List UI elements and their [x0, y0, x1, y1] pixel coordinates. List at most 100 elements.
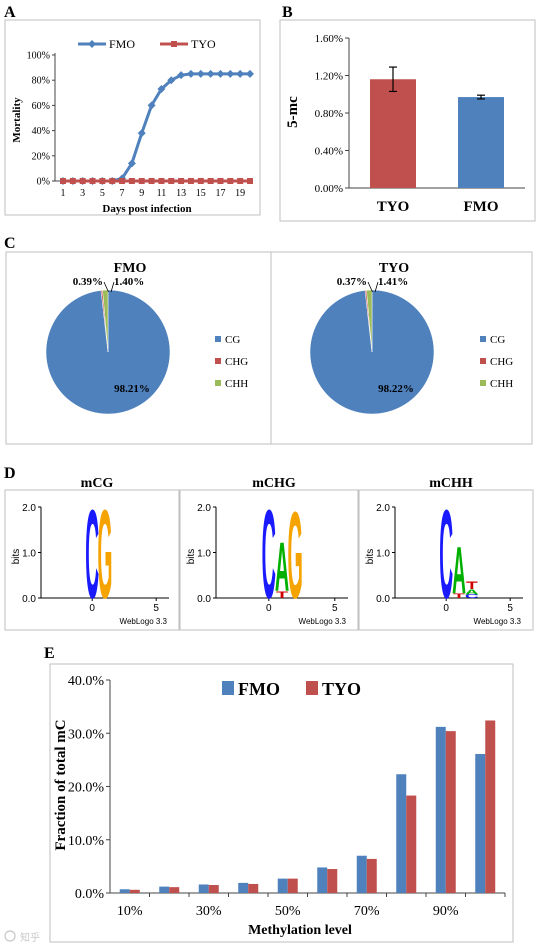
panel-label-b: B	[282, 4, 293, 21]
panel-d-logo-letter-c: C	[465, 593, 479, 599]
panel-e-bar-tyo	[208, 885, 219, 893]
panel-c-legend-label: CHH	[490, 378, 513, 390]
panel-e-bar-tyo	[287, 878, 298, 893]
panel-d-y-tick-label: 2.0	[22, 503, 36, 514]
panel-e-methylation-chart: FMO TYO 0.0% 10.0% 20.0% 30.0% 40.0% 10% 30% 50%…	[49, 663, 514, 943]
panel-a-x-tick-label: 1	[61, 188, 66, 199]
watermark-logo: 知乎	[4, 930, 40, 944]
panel-a-x-tick-label: 11	[157, 188, 167, 199]
panel-c-slice-label: 1.40%	[114, 276, 144, 288]
panel-e-legend-label: TYO	[322, 679, 361, 699]
panel-a-point-fmo	[196, 69, 205, 78]
panel-c-slice-label: 0.37%	[337, 276, 367, 288]
panel-c-frame	[5, 251, 533, 445]
panel-e-bar-fmo	[356, 855, 367, 893]
panel-d-credit: WebLogo 3.3	[474, 617, 522, 626]
panel-b-y-tick-label: 0.40%	[315, 146, 343, 158]
panel-a-y-tick-label: 80%	[32, 76, 50, 87]
panel-d-y-tick-label: 2.0	[197, 503, 211, 514]
panel-d-x-tick-label: 5	[507, 603, 513, 614]
panel-b-y-tick-label: 1.20%	[315, 71, 343, 83]
panel-a-series-line-fmo	[63, 72, 250, 183]
panel-d-logo-title: mCG	[81, 476, 114, 491]
panel-a-point-tyo	[119, 178, 126, 184]
panel-c-leader-line	[367, 281, 373, 293]
panel-d-credit: WebLogo 3.3	[299, 617, 347, 626]
panel-a-point-tyo	[138, 178, 145, 184]
panel-b-bar-fmo	[458, 97, 504, 188]
panel-a-y-tick-label: 0%	[37, 177, 50, 188]
panel-label-e: E	[44, 645, 55, 662]
panel-c-legend-swatch	[480, 380, 486, 386]
panel-a-point-tyo	[158, 178, 165, 184]
panel-a-point-tyo	[148, 178, 155, 184]
panel-c-legend-swatch	[480, 358, 486, 364]
panel-a-point-tyo	[187, 178, 194, 184]
panel-d-logo-letter-t: T	[276, 590, 289, 600]
panel-a-point-fmo	[216, 69, 225, 78]
panel-c-slice-label: 0.39%	[73, 276, 103, 288]
panel-a-x-tick-label: 13	[176, 188, 186, 199]
panel-e-bar-fmo	[277, 878, 288, 893]
panel-e-legend-swatch	[222, 681, 234, 695]
panel-c-legend-label: CG	[225, 334, 240, 346]
panel-a-point-fmo	[147, 101, 156, 110]
panel-e-bar-tyo	[327, 869, 338, 893]
panel-e-x-tick-label: 10%	[117, 904, 143, 919]
panel-e-y-tick-label: 10.0%	[68, 834, 105, 849]
panel-e-bar-tyo	[248, 883, 259, 893]
panel-d-x-tick-label: 0	[266, 603, 272, 614]
panel-d-logo-letter-t: T	[466, 580, 478, 592]
panel-a-point-tyo	[99, 178, 106, 184]
panel-a-point-tyo	[79, 178, 86, 184]
panel-e-bars	[119, 720, 496, 893]
panel-a-y-tick-label: 100%	[27, 51, 50, 62]
panel-a-xlabel: Days post infection	[102, 203, 191, 215]
panel-a-legend-label: FMO	[109, 37, 135, 51]
panel-e-ylabel: Fraction of total mC	[53, 719, 69, 850]
panel-c-pie-charts: FMO 98.21% 0.39% 1.40% CG CHG CHH TYO 98.22% 0.37…	[5, 251, 533, 445]
panel-a-x-tick-label: 15	[196, 188, 206, 199]
panel-a-point-tyo	[128, 178, 135, 184]
panel-e-bar-fmo	[198, 884, 209, 893]
panel-c-legend-label: CHG	[225, 356, 248, 368]
panel-d-y-tick-label: 1.0	[197, 549, 211, 560]
panel-a-point-fmo	[206, 69, 215, 78]
panel-e-bar-fmo	[159, 886, 170, 893]
panel-d-y-tick-label: 1.0	[376, 549, 390, 560]
panel-d-ylabel: bits	[365, 549, 376, 565]
panel-b-ylabel: 5-mc	[285, 96, 301, 128]
panel-label-d: D	[4, 465, 16, 482]
panel-e-bar-tyo	[366, 858, 377, 893]
panel-c-pie-title: TYO	[379, 261, 409, 276]
panel-a-point-tyo	[89, 178, 96, 184]
panel-c-leader-line	[374, 281, 379, 293]
panel-c-slice-label: 1.41%	[378, 276, 408, 288]
panel-d-ylabel: bits	[186, 549, 197, 565]
panel-a-point-tyo	[197, 178, 204, 184]
panel-a-point-tyo	[247, 178, 253, 184]
panel-a-x-tick-label: 17	[215, 188, 225, 199]
panel-a-x-tick-label: 5	[100, 188, 105, 199]
panel-a-point-tyo	[168, 178, 175, 184]
panel-d-x-tick-label: 0	[89, 603, 95, 614]
panel-b-category-label: TYO	[377, 199, 410, 215]
panel-a-y-tick-label: 20%	[32, 151, 50, 162]
panel-b-5mc-chart: 0.00% 0.40% 0.80% 1.20% 1.60% TYO FMO 5-mc	[279, 19, 536, 222]
panel-d-logo-letter-c: C	[262, 485, 276, 626]
panel-b-bar-tyo	[370, 79, 416, 188]
panel-a-y-tick-label: 40%	[32, 126, 50, 137]
panel-a-point-fmo	[167, 76, 176, 85]
panel-e-x-tick-label: 30%	[196, 904, 222, 919]
panel-a-point-tyo	[178, 178, 185, 184]
panel-d-logo-letter-t: T	[453, 593, 465, 600]
panel-e-bar-fmo	[317, 867, 328, 893]
panel-d-x-tick-label: 5	[153, 603, 159, 614]
panel-d-logo-letter-g: G	[98, 485, 113, 626]
watermark-text: 知乎	[20, 931, 40, 944]
panel-d-credit: WebLogo 3.3	[120, 617, 168, 626]
panel-a-point-tyo	[237, 178, 244, 184]
panel-c-legend-swatch	[215, 336, 221, 342]
panel-e-xlabel: Methylation level	[248, 923, 352, 938]
